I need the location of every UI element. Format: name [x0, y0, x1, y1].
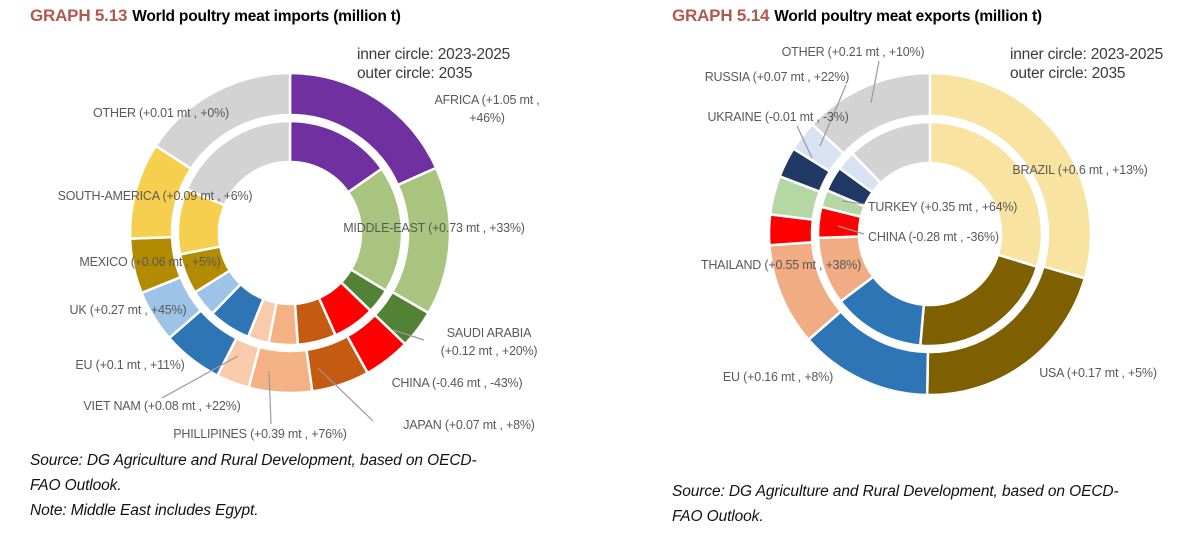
exports-legend-outer-circle: outer circle: 2035: [1010, 65, 1126, 82]
exports-segment-label: TURKEY (+0.35 mt , +64%): [868, 200, 1017, 214]
imports-leader-line-3: [392, 329, 425, 341]
imports-segment-label: VIET NAM (+0.08 mt , +22%): [83, 399, 240, 413]
imports-chart-tag: GRAPH 5.13: [30, 6, 128, 25]
imports-segment-label: CHINA (-0.46 mt , -43%): [392, 376, 523, 390]
imports-note-line: Note: Middle East includes Egypt.: [30, 502, 259, 519]
imports-segment-label: MEXICO (+0.06 mt , +5%): [79, 255, 220, 269]
imports-segment-label: SAUDI ARABIA: [447, 326, 532, 340]
exports-source-line-2: FAO Outlook.: [672, 508, 764, 525]
exports-segment-label: OTHER (+0.21 mt , +10%): [782, 45, 925, 59]
imports-segment-other-inner: [185, 119, 292, 207]
imports-donut-chart: OTHER (+0.01 mt , +0%) SOUTH-AMERICA (+0.…: [58, 71, 540, 441]
imports-source-line-2: FAO Outlook.: [30, 477, 122, 494]
exports-leader-line-0: [870, 60, 880, 104]
imports-chart-heading: World poultry meat imports (million t): [132, 8, 401, 25]
imports-legend-outer-circle: outer circle: 2035: [357, 65, 473, 82]
imports-source-note: Source: DG Agriculture and Rural Develop…: [30, 448, 477, 523]
exports-chart-title: GRAPH 5.14 World poultry meat exports (mi…: [672, 6, 1042, 26]
imports-segment-label: EU (+0.1 mt , +11%): [75, 358, 184, 372]
exports-source-line-1: Source: DG Agriculture and Rural Develop…: [672, 483, 1119, 500]
exports-leader-line-1: [819, 84, 847, 147]
imports-segment-label: OTHER (+0.01 mt , +0%): [93, 106, 229, 120]
imports-segment-label: MIDDLE-EAST (+0.73 mt , +33%): [343, 221, 525, 235]
imports-segment-label: SOUTH-AMERICA (+0.09 mt , +6%): [58, 189, 253, 203]
exports-segment-label: CHINA (-0.28 mt , -36%): [868, 230, 999, 244]
imports-segment-label: PHILLIPINES (+0.39 mt , +76%): [173, 427, 346, 441]
exports-ring-legend: inner circle: 2023-2025 outer circle: 20…: [1010, 45, 1163, 83]
exports-legend-inner-circle: inner circle: 2023-2025: [1010, 46, 1164, 63]
imports-segment-label: (+0.12 mt , +20%): [441, 344, 538, 358]
imports-segment-label: +46%): [469, 111, 505, 125]
imports-legend-inner-circle: inner circle: 2023-2025: [357, 46, 511, 63]
imports-segment-label: JAPAN (+0.07 mt , +8%): [403, 418, 535, 432]
exports-segment-brazil-inner: [928, 120, 1044, 268]
exports-segment-label: RUSSIA (+0.07 mt , +22%): [705, 70, 850, 84]
imports-leader-line-2: [317, 367, 374, 422]
imports-chart-title: GRAPH 5.13 World poultry meat imports (mi…: [30, 6, 401, 26]
imports-source-line-1: Source: DG Agriculture and Rural Develop…: [30, 452, 477, 469]
exports-segment-label: EU (+0.16 mt , +8%): [723, 370, 833, 384]
exports-leader-line-3: [841, 200, 865, 205]
imports-segment-label: AFRICA (+1.05 mt ,: [434, 93, 539, 107]
exports-donut-chart: OTHER (+0.21 mt , +10%) RUSSIA (+0.07 mt …: [701, 45, 1157, 397]
exports-leader-line-4: [837, 225, 865, 235]
imports-segment-other-outer: [154, 71, 292, 170]
imports-leader-line-1: [268, 370, 272, 425]
exports-segment-label: USA (+0.17 mt , +5%): [1039, 366, 1157, 380]
exports-segment-label: BRAZIL (+0.6 mt , +13%): [1012, 163, 1147, 177]
exports-segment-other-outer: [811, 71, 932, 155]
exports-segment-other-inner: [850, 120, 932, 185]
imports-leader-line-0: [161, 355, 239, 399]
exports-leader-line-2: [796, 125, 813, 159]
exports-segment-label: UKRAINE (-0.01 mt , -3%): [707, 110, 848, 124]
exports-source-note: Source: DG Agriculture and Rural Develop…: [672, 479, 1119, 529]
exports-chart-heading: World poultry meat exports (million t): [774, 8, 1042, 25]
exports-chart-tag: GRAPH 5.14: [672, 6, 770, 25]
imports-ring-legend: inner circle: 2023-2025 outer circle: 20…: [357, 45, 510, 83]
exports-segment-label: THAILAND (+0.55 mt , +38%): [701, 258, 861, 272]
imports-segment-label: UK (+0.27 mt , +45%): [70, 303, 187, 317]
